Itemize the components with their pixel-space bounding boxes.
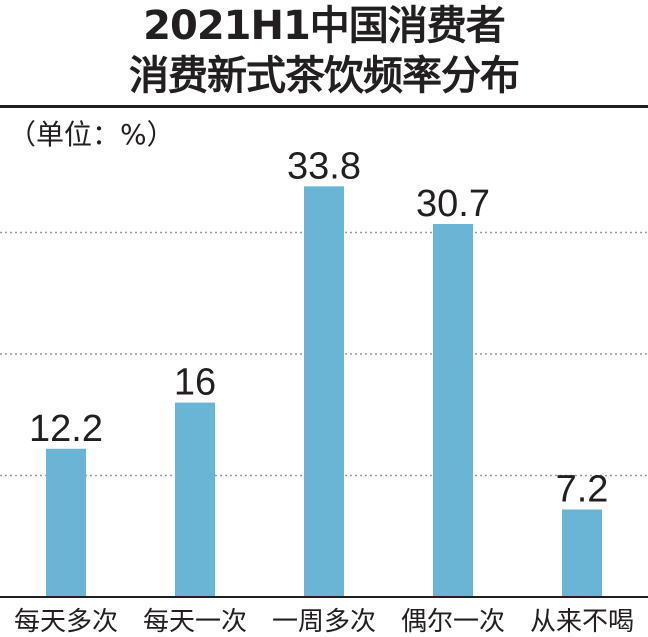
x-tick-label: 每天一次 — [143, 607, 247, 637]
data-label: 12.2 — [29, 408, 103, 450]
x-tick-label: 偶尔一次 — [401, 607, 505, 637]
data-label: 7.2 — [556, 469, 609, 511]
bar — [46, 448, 86, 597]
title-divider — [0, 105, 648, 108]
x-tick-label: 一周多次 — [272, 607, 376, 637]
data-label: 33.8 — [287, 145, 361, 187]
bar — [562, 509, 602, 597]
unit-label: （单位：%） — [8, 118, 175, 151]
bar — [304, 186, 344, 597]
bar — [433, 223, 473, 597]
chart-subtitle: 消费新式茶饮频率分布 — [129, 53, 520, 99]
bar — [175, 402, 215, 597]
x-tick-label: 每天多次 — [14, 607, 118, 637]
data-label: 30.7 — [416, 183, 490, 225]
data-label: 16 — [174, 362, 216, 404]
chart-title: 2021H1中国消费者 — [143, 3, 506, 49]
x-tick-label: 从来不喝 — [530, 607, 634, 637]
